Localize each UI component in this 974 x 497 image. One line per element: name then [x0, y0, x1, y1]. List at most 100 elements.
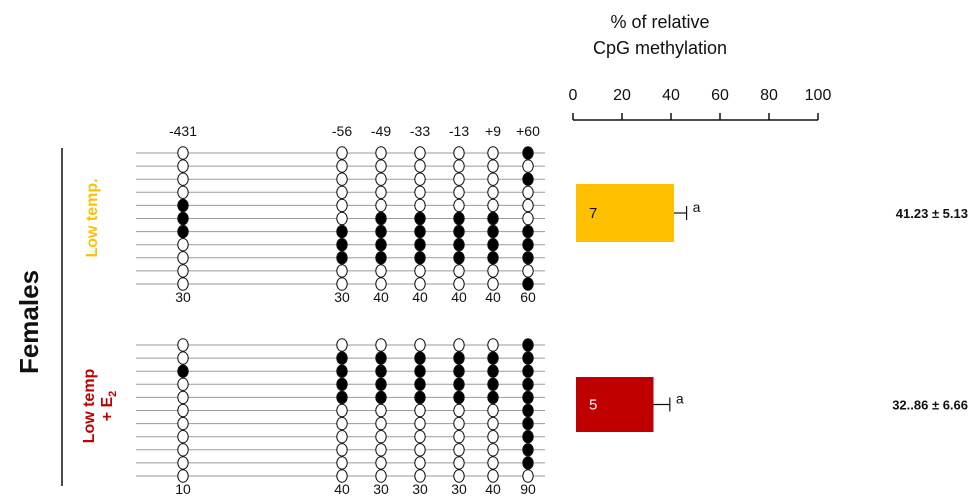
cpg-position-labels: -431 -56 -49 -33 -13 +9 +60 — [169, 123, 540, 139]
x-tick-label: 60 — [711, 87, 729, 104]
x-tick-label: 80 — [760, 87, 778, 104]
x-tick-label: 0 — [569, 87, 578, 104]
cpg-unmethylated — [453, 198, 465, 213]
cpg-unmethylated — [375, 403, 387, 418]
cpg-unmethylated — [487, 430, 499, 444]
cpg-methylated — [375, 211, 387, 226]
cpg-methylated — [336, 224, 348, 239]
cpg-unmethylated — [375, 430, 387, 444]
cpg-methylated — [453, 238, 465, 252]
cpg-unmethylated — [522, 469, 534, 483]
cpg-unmethylated — [487, 403, 499, 418]
cpg-unmethylated — [375, 469, 387, 483]
cpg-percentage-label: 40 — [334, 481, 350, 497]
bars: 7 a 41.23 ± 5.13 5 a 32..86 ± 6.66 — [576, 184, 968, 432]
cpg-unmethylated — [177, 456, 189, 470]
cpg-unmethylated — [453, 403, 465, 418]
cpg-unmethylated — [336, 338, 348, 352]
cpg-methylated — [487, 377, 499, 391]
cpg-methylated — [487, 224, 499, 239]
cpg-unmethylated — [453, 338, 465, 352]
cpg-unmethylated — [487, 456, 499, 470]
cpg-methylated — [414, 377, 426, 391]
cpg-position-label: -33 — [410, 123, 430, 139]
cpg-methylated — [522, 430, 534, 444]
cpg-unmethylated — [336, 185, 348, 200]
significance-letter: a — [693, 199, 701, 215]
cpg-percentage-label: 60 — [520, 289, 536, 305]
x-tick-label: 40 — [662, 87, 680, 104]
cpg-methylated — [177, 224, 189, 239]
cpg-unmethylated — [375, 172, 387, 186]
cpg-methylated — [336, 390, 348, 405]
cpg-unmethylated — [414, 277, 426, 291]
cpg-methylated — [522, 224, 534, 239]
cpg-percentage-label: 30 — [373, 481, 389, 497]
cpg-unmethylated — [414, 430, 426, 444]
cpg-percentage-label: 30 — [334, 289, 350, 305]
methylation-grid-low-temp-e2: 10 40 30 30 30 40 90 — [136, 338, 545, 497]
cpg-methylated — [487, 390, 499, 405]
cpg-methylated — [336, 251, 348, 265]
cpg-methylated — [522, 277, 534, 291]
cpg-position-label: -49 — [371, 123, 391, 139]
cpg-unmethylated — [453, 456, 465, 470]
cpg-unmethylated — [453, 443, 465, 457]
bar — [576, 377, 654, 432]
cpg-unmethylated — [375, 338, 387, 352]
cpg-position-label: +9 — [485, 123, 501, 139]
cpg-methylated — [453, 390, 465, 405]
cpg-unmethylated — [487, 264, 499, 278]
methylation-grid-low-temp: 30 30 40 40 40 40 60 — [136, 146, 545, 305]
cpg-unmethylated — [177, 351, 189, 365]
cpg-unmethylated — [336, 264, 348, 278]
cpg-unmethylated — [177, 277, 189, 291]
cpg-unmethylated — [414, 416, 426, 431]
cpg-methylated — [375, 351, 387, 365]
cpg-unmethylated — [336, 416, 348, 431]
cpg-unmethylated — [375, 264, 387, 278]
group-label-low-temp-e2-line-2: + E2 — [99, 391, 119, 422]
cpg-methylated — [414, 351, 426, 365]
x-axis: 0 20 40 60 80 100 — [569, 87, 832, 121]
cpg-unmethylated — [487, 338, 499, 352]
cpg-unmethylated — [487, 185, 499, 200]
cpg-unmethylated — [487, 416, 499, 431]
bar-n-label: 7 — [589, 205, 597, 222]
cpg-methylated — [375, 251, 387, 265]
cpg-unmethylated — [414, 338, 426, 352]
bar — [576, 184, 675, 242]
cpg-methylated — [375, 238, 387, 252]
cpg-unmethylated — [177, 238, 189, 252]
cpg-methylated — [177, 198, 189, 213]
cpg-unmethylated — [522, 211, 534, 226]
cpg-unmethylated — [177, 443, 189, 457]
bar-n-label: 5 — [589, 397, 597, 414]
group-label-low-temp-e2-line-1: Low temp — [81, 368, 98, 443]
cpg-methylated — [453, 364, 465, 378]
cpg-position-label: -56 — [332, 123, 352, 139]
cpg-unmethylated — [414, 172, 426, 186]
cpg-unmethylated — [453, 146, 465, 160]
cpg-methylated — [414, 390, 426, 405]
cpg-unmethylated — [177, 338, 189, 352]
cpg-unmethylated — [522, 185, 534, 200]
cpg-methylated — [487, 238, 499, 252]
cpg-position-label: -13 — [449, 123, 469, 139]
cpg-unmethylated — [453, 277, 465, 291]
cpg-methylated — [336, 364, 348, 378]
cpg-unmethylated — [522, 159, 534, 173]
cpg-unmethylated — [177, 185, 189, 200]
value-summary: 32..86 ± 6.66 — [892, 398, 968, 413]
cpg-unmethylated — [336, 198, 348, 213]
cpg-unmethylated — [177, 403, 189, 418]
cpg-unmethylated — [375, 277, 387, 291]
cpg-methylated — [522, 403, 534, 418]
x-tick-label: 100 — [805, 87, 832, 104]
cpg-unmethylated — [336, 211, 348, 226]
cpg-unmethylated — [522, 264, 534, 278]
cpg-methylated — [375, 364, 387, 378]
cpg-percentage-label: 40 — [485, 481, 501, 497]
cpg-unmethylated — [177, 469, 189, 483]
cpg-methylated — [375, 390, 387, 405]
